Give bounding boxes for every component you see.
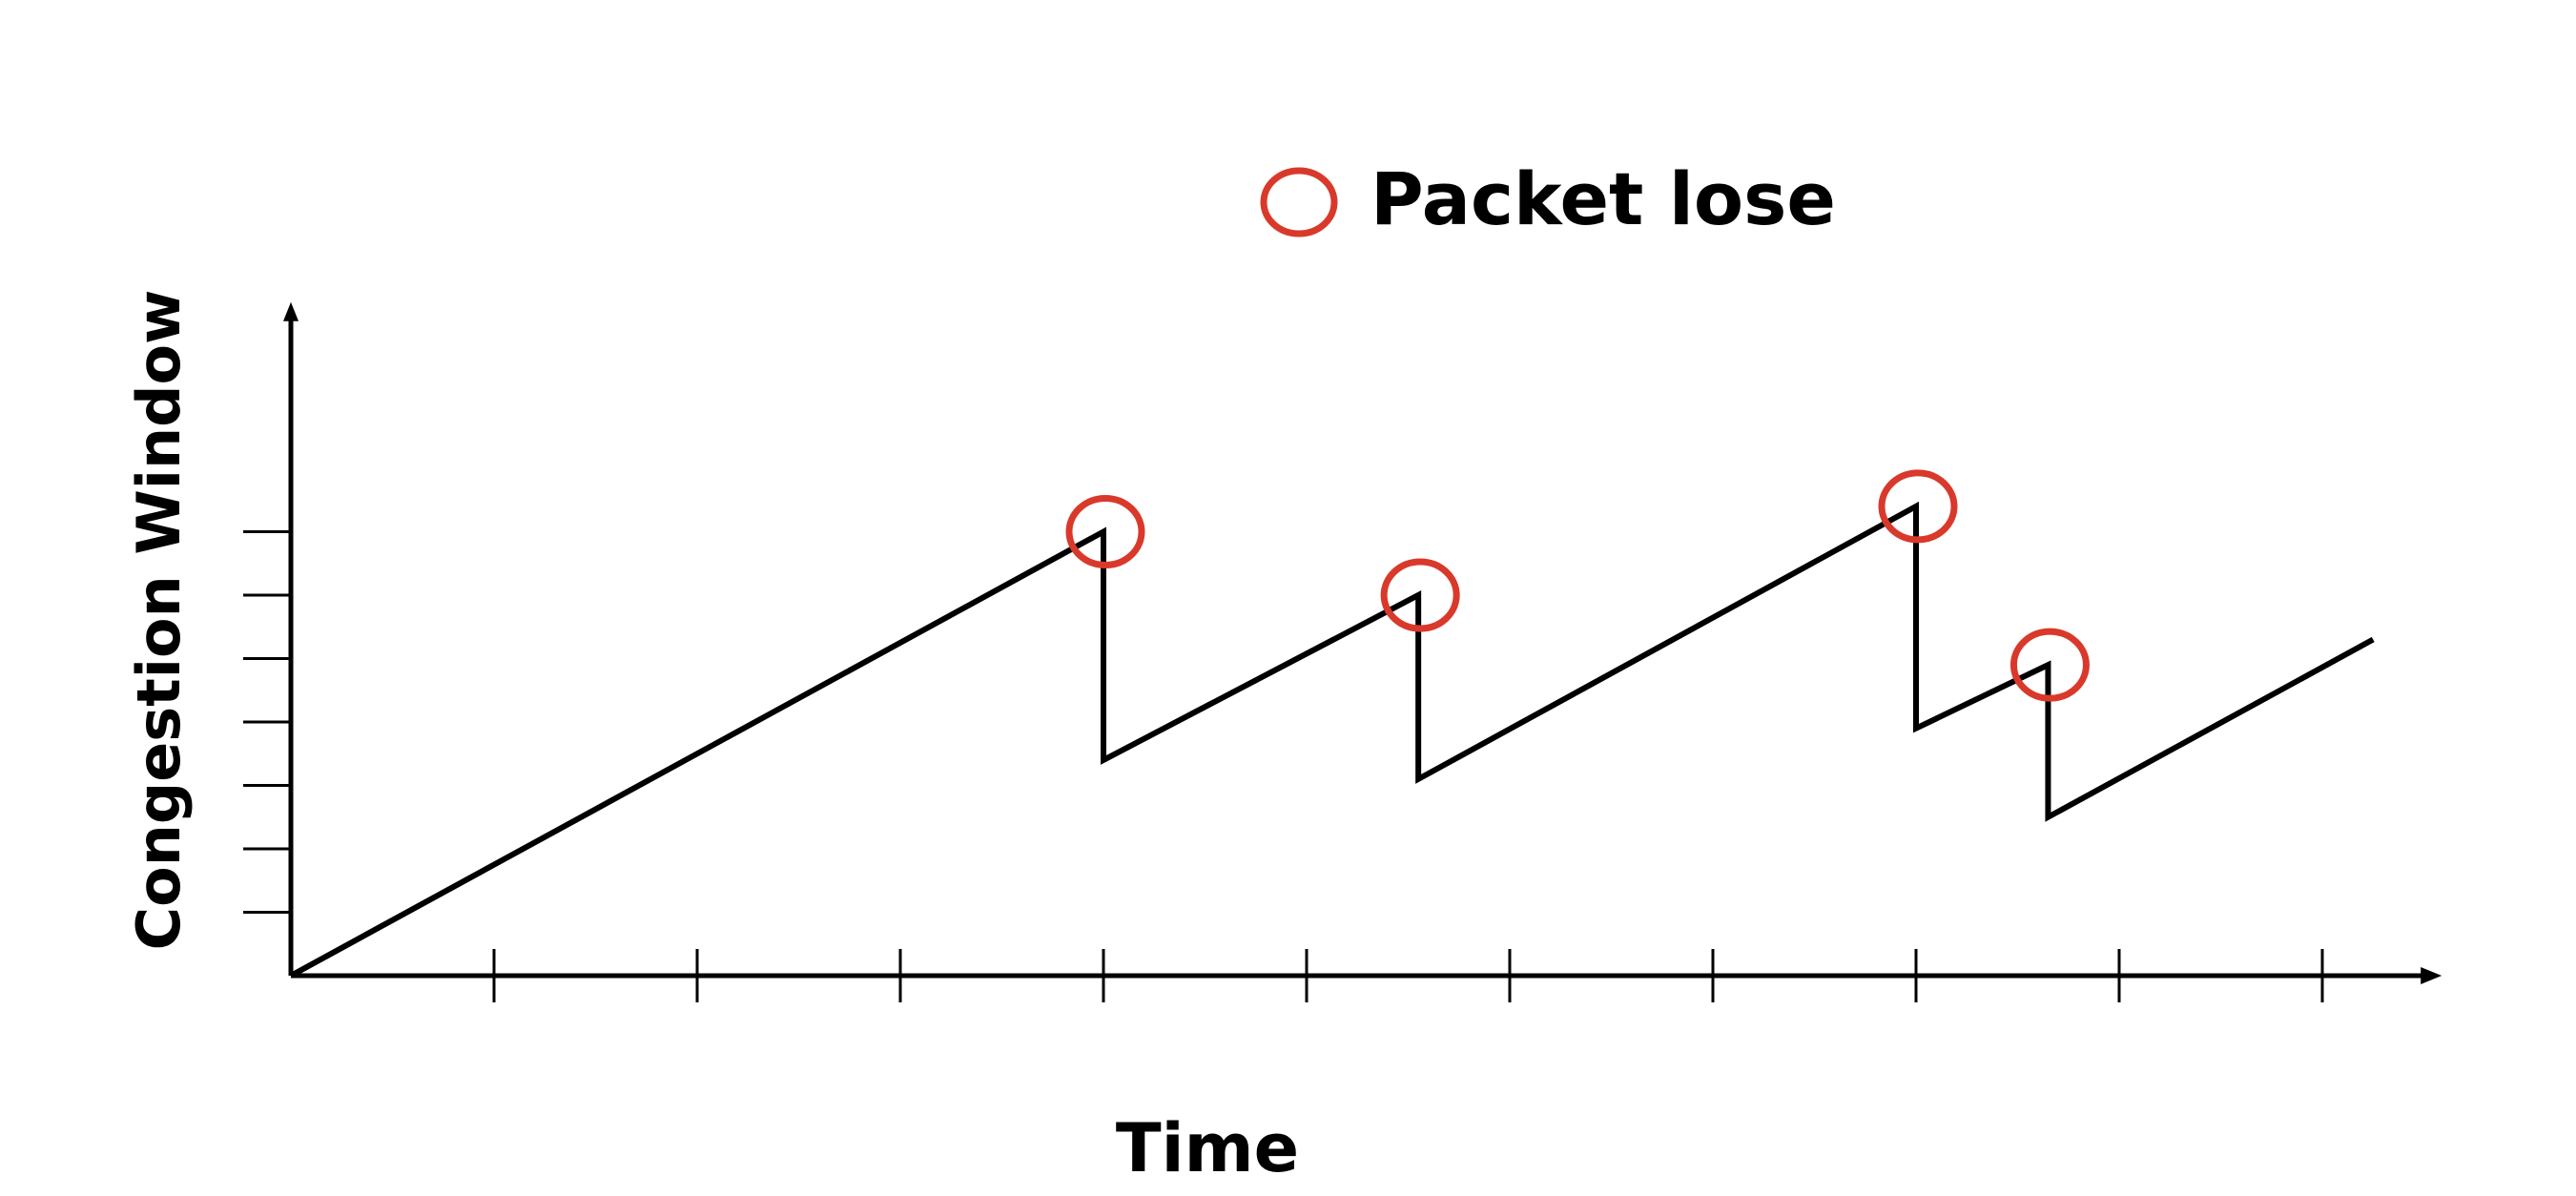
x-axis-ticks <box>492 949 2324 1002</box>
y-axis-ticks <box>243 530 291 914</box>
packet-loss-marker-4 <box>2009 628 2090 702</box>
x-axis-label: Time <box>1116 1109 1299 1187</box>
y-axis-arrowhead <box>283 301 299 321</box>
packet-loss-marker-3 <box>1878 469 1958 544</box>
y-axis-label: Congestion Window <box>124 290 194 951</box>
legend-label: Packet lose <box>1370 156 1836 241</box>
series-line-1 <box>289 501 2375 979</box>
x-axis-arrowhead <box>2421 967 2442 984</box>
legend-marker-circle <box>1260 167 1338 237</box>
packet-loss-marker-2 <box>1380 558 1460 632</box>
packet-loss-marker-1 <box>1065 495 1145 568</box>
packet-loss-markers <box>1065 469 2090 702</box>
series-layer <box>289 501 2375 979</box>
legend: Packet lose <box>1260 156 1836 241</box>
